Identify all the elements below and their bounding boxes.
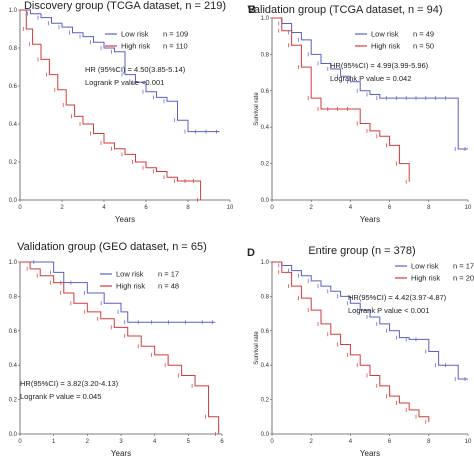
y-tick-label: 0.8 xyxy=(9,46,18,52)
panel-3: Validation group (GEO dataset, n = 65) 0.… xyxy=(9,241,225,458)
series-line-high-risk xyxy=(272,261,430,422)
y-tick-label: 0.4 xyxy=(261,125,270,131)
y-tick-label: 0.2 xyxy=(9,160,18,166)
y-tick-label: 0.0 xyxy=(9,432,18,438)
legend-label-low: Low risk xyxy=(411,262,439,271)
x-tick-label: 8 xyxy=(427,439,431,445)
x-tick-label: 4 xyxy=(349,439,353,445)
series-line-high-risk xyxy=(20,261,220,434)
logrank-p-value: Logrank P value = 0.042 xyxy=(330,74,411,83)
hazard-ratio: HR(95%CI) = 4.42(3.97-4.87) xyxy=(348,293,447,302)
x-tick-label: 2 xyxy=(310,439,314,445)
x-axis-label: Years xyxy=(360,449,380,458)
x-tick-label: 2 xyxy=(60,205,64,211)
legend-n-high: n = 50 xyxy=(413,42,434,51)
y-tick-label: 1.0 xyxy=(9,8,18,14)
x-axis-label: Years xyxy=(111,449,131,458)
y-tick-label: 1.0 xyxy=(261,16,270,22)
y-tick-label: 0.2 xyxy=(261,162,270,168)
legend-label-high: High risk xyxy=(411,274,440,283)
logrank-p-value: Logrank P value < 0.001 xyxy=(348,306,429,315)
y-tick-label: 0.8 xyxy=(9,294,18,300)
series-line-low-risk xyxy=(20,9,220,133)
hazard-ratio: HR(95%CI) = 4.99(3.99-5.96) xyxy=(330,61,429,70)
x-tick-label: 4 xyxy=(349,205,353,211)
y-tick-label: 0.0 xyxy=(9,198,18,204)
legend-n-high: n = 48 xyxy=(158,282,179,291)
x-tick-label: 3 xyxy=(119,439,123,445)
x-tick-label: 1 xyxy=(52,439,56,445)
logrank-p-value: Logrank P value <0.001 xyxy=(85,78,164,87)
panel-label: B xyxy=(248,4,256,16)
x-tick-label: 0 xyxy=(18,205,22,211)
legend-n-low: n = 49 xyxy=(413,30,434,39)
x-axis-label: Years xyxy=(360,215,380,224)
y-tick-label: 0.6 xyxy=(261,89,270,95)
y-tick-label: 0.4 xyxy=(9,363,18,369)
legend-label-high: High risk xyxy=(121,42,150,51)
x-tick-label: 4 xyxy=(102,205,106,211)
x-tick-label: 0 xyxy=(270,205,274,211)
hazard-ratio: HR (95%CI) = 4.50(3.85-5.14) xyxy=(85,65,186,74)
x-tick-label: 0 xyxy=(270,439,274,445)
x-axis-label: Years xyxy=(115,215,135,224)
panel-title: Entire group (n = 378) xyxy=(308,245,415,257)
panel-title: Validation group (GEO dataset, n = 65) xyxy=(17,241,207,253)
panel-title: Discovery group (TCGA dataset, n = 219) xyxy=(24,0,226,12)
legend-label-high: High risk xyxy=(371,42,400,51)
legend-n-high: n = 110 xyxy=(163,42,188,51)
x-tick-label: 6 xyxy=(144,205,148,211)
x-tick-label: 6 xyxy=(388,205,392,211)
x-tick-label: 8 xyxy=(427,205,431,211)
x-tick-label: 10 xyxy=(227,205,234,211)
y-tick-label: 0.6 xyxy=(9,329,18,335)
y-tick-label: 0.2 xyxy=(9,398,18,404)
y-axis-label: Survival rate xyxy=(254,92,260,126)
y-axis-label: Survival rate xyxy=(254,331,260,365)
y-tick-label: 0.6 xyxy=(261,329,270,335)
y-tick-label: 0.8 xyxy=(261,52,270,58)
x-tick-label: 10 xyxy=(465,439,472,445)
series-line-high-risk xyxy=(20,9,202,200)
x-tick-label: 6 xyxy=(220,439,224,445)
x-tick-label: 8 xyxy=(186,205,190,211)
y-tick-label: 1.0 xyxy=(261,260,270,266)
y-tick-label: 0.0 xyxy=(261,198,270,204)
y-tick-label: 1.0 xyxy=(9,260,18,266)
x-tick-label: 2 xyxy=(310,205,314,211)
x-tick-label: 5 xyxy=(187,439,191,445)
y-tick-label: 0.8 xyxy=(261,294,270,300)
legend-label-low: Low risk xyxy=(371,30,399,39)
x-tick-label: 0 xyxy=(18,439,22,445)
y-tick-label: 0.4 xyxy=(9,122,18,128)
y-tick-label: 0.2 xyxy=(261,398,270,404)
legend-n-low: n = 17 xyxy=(158,270,179,279)
panel-4: Entire group (n = 378) D 0.0 0.2 0.4 0.6 0.8 1.… xyxy=(247,245,474,458)
y-tick-label: 0.0 xyxy=(261,432,270,438)
logrank-p-value: Logrank P value = 0.045 xyxy=(20,392,101,401)
legend-label-low: Low risk xyxy=(121,30,149,39)
hazard-ratio: HR(95%CI) = 3.82(3.20-4.13) xyxy=(20,379,119,388)
panel-1: Discovery group (TCGA dataset, n = 219) 0… xyxy=(9,0,234,224)
series-line-low-risk xyxy=(20,261,216,323)
x-tick-label: 2 xyxy=(86,439,90,445)
legend-n-high: n = 203 xyxy=(453,274,474,283)
panel-label: D xyxy=(247,247,255,259)
panel-2: Validation group (TCGA dataset, n = 94)B… xyxy=(247,4,472,224)
panel-title: Validation group (TCGA dataset, n = 94) xyxy=(247,4,442,16)
legend-n-low: n = 109 xyxy=(163,30,188,39)
legend-label-high: High risk xyxy=(116,282,145,291)
series-line-high-risk xyxy=(272,17,410,182)
series-line-low-risk xyxy=(272,261,468,380)
legend-label-low: Low risk xyxy=(116,270,144,279)
x-tick-label: 4 xyxy=(153,439,157,445)
x-tick-label: 10 xyxy=(465,205,472,211)
legend-n-low: n = 175 xyxy=(453,262,474,271)
y-tick-label: 0.4 xyxy=(261,363,270,369)
x-tick-label: 6 xyxy=(388,439,392,445)
y-tick-label: 0.6 xyxy=(9,84,18,90)
